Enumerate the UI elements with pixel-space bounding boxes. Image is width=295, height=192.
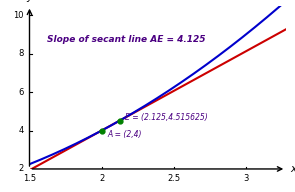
Text: y: y xyxy=(27,0,32,2)
Text: A = (2,4): A = (2,4) xyxy=(107,130,142,139)
Text: 3: 3 xyxy=(243,174,248,183)
Text: 6: 6 xyxy=(18,88,24,97)
Text: 8: 8 xyxy=(18,49,24,58)
Text: E = (2.125,4.515625): E = (2.125,4.515625) xyxy=(125,113,208,122)
Text: 2: 2 xyxy=(99,174,104,183)
Text: 4: 4 xyxy=(19,126,24,135)
Text: x: x xyxy=(291,164,295,174)
Text: 2: 2 xyxy=(19,165,24,173)
Text: 1.5: 1.5 xyxy=(23,174,36,183)
Text: 2.5: 2.5 xyxy=(167,174,180,183)
Text: 10: 10 xyxy=(13,11,24,20)
Text: Slope of secant line AE = 4.125: Slope of secant line AE = 4.125 xyxy=(47,35,205,44)
